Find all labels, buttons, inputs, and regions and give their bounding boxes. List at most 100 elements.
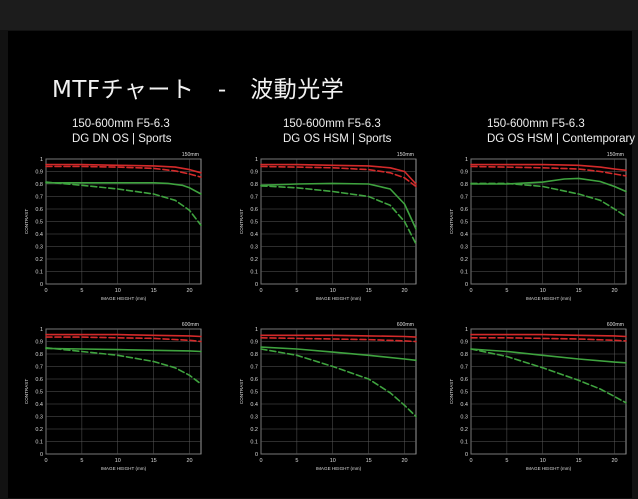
y-tick-label: 0.5 [35, 390, 43, 396]
y-tick-label: 0.3 [250, 245, 258, 251]
mtf-chart-dgos-sports-150mm: 00.10.20.30.40.50.60.70.80.910 5 10 15 20IMA… [239, 152, 417, 301]
y-tick-label: 0 [255, 452, 258, 458]
mtf-chart-dgos-contemporary-150mm: 00.10.20.30.40.50.60.70.80.910 5 10 15 20IMA… [449, 152, 627, 301]
mtf-chart-dgdn-sports-600mm: 00.10.20.30.40.50.60.70.80.910 5 10 15 20IMA… [24, 322, 202, 471]
mtf-curve-3 [470, 348, 627, 364]
mtf-curve-4 [45, 181, 202, 227]
focal-length-label: 150mm [397, 152, 414, 158]
mtf-curve-2 [470, 165, 627, 177]
y-tick-label: 0.2 [460, 427, 468, 433]
x-tick-label: 20 [186, 458, 192, 464]
lens-title-3: 150-600mm F5-6.3 DG OS HSM | Contemporar… [487, 117, 635, 147]
y-tick-label: 0.9 [35, 170, 43, 176]
mtf-curve-2 [45, 336, 202, 343]
x-tick-label: 20 [611, 288, 617, 294]
y-tick-label: 0.9 [460, 170, 468, 176]
x-tick-label: 15 [151, 288, 157, 294]
mtf-chart-dgos-sports-600mm: 00.10.20.30.40.50.60.70.80.910 5 10 15 20IMA… [239, 322, 417, 471]
y-tick-label: 1 [255, 327, 258, 333]
x-tick-label: 20 [401, 288, 407, 294]
x-tick-label: 0 [44, 458, 47, 464]
x-tick-label: 5 [295, 458, 298, 464]
y-tick-label: 0.5 [250, 220, 258, 226]
y-tick-label: 0.9 [35, 340, 43, 346]
mtf-curve-2 [470, 336, 627, 342]
y-axis-label: CONTRAST [24, 209, 29, 234]
lens-title-2: 150-600mm F5-6.3 DG OS HSM | Sports [283, 117, 391, 147]
y-axis-label: CONTRAST [449, 209, 454, 234]
y-tick-label: 0.1 [250, 440, 258, 446]
x-tick-label: 5 [505, 458, 508, 464]
y-tick-label: 0.5 [460, 220, 468, 226]
y-tick-label: 0.4 [35, 232, 43, 238]
y-tick-label: 0.2 [250, 257, 258, 263]
y-tick-label: 0.1 [460, 270, 468, 276]
y-tick-label: 0.3 [250, 415, 258, 421]
y-tick-label: 0.4 [35, 402, 43, 408]
mtf-curve-1 [260, 334, 417, 338]
y-tick-label: 0.8 [35, 182, 43, 188]
y-tick-label: 0.4 [250, 402, 258, 408]
x-tick-label: 0 [259, 288, 262, 294]
x-tick-label: 15 [576, 288, 582, 294]
mtf-curve-3 [45, 347, 202, 353]
x-axis-label: IMAGE HEIGHT (mm) [101, 296, 147, 301]
top-bar [0, 0, 638, 30]
x-tick-label: 0 [44, 288, 47, 294]
y-tick-label: 1 [40, 327, 43, 333]
mtf-curve-1 [45, 333, 202, 338]
mtf-curve-3 [260, 182, 417, 230]
mtf-curve-2 [260, 336, 417, 343]
lens-title-2-model: 150-600mm F5-6.3 [283, 118, 381, 130]
y-tick-label: 0.4 [250, 232, 258, 238]
y-tick-label: 0.8 [35, 352, 43, 358]
y-tick-label: 0 [40, 452, 43, 458]
y-tick-label: 0.9 [250, 340, 258, 346]
y-tick-label: 0.2 [460, 257, 468, 263]
lens-title-1-model: 150-600mm F5-6.3 [72, 118, 170, 130]
x-tick-label: 5 [295, 288, 298, 294]
focal-length-label: 150mm [182, 152, 199, 158]
y-tick-label: 0.5 [35, 220, 43, 226]
y-tick-label: 0.6 [35, 377, 43, 383]
y-tick-label: 0 [255, 282, 258, 288]
y-tick-label: 0.4 [460, 232, 468, 238]
y-tick-label: 0.7 [460, 365, 468, 371]
y-tick-label: 0.1 [35, 270, 43, 276]
y-tick-label: 0.1 [250, 270, 258, 276]
x-tick-label: 20 [401, 458, 407, 464]
x-tick-label: 10 [540, 458, 546, 464]
mtf-curve-2 [260, 165, 417, 188]
x-axis-label: IMAGE HEIGHT (mm) [526, 466, 572, 471]
y-tick-label: 0.2 [250, 427, 258, 433]
x-axis-label: IMAGE HEIGHT (mm) [101, 466, 147, 471]
mtf-curve-3 [260, 346, 417, 362]
x-tick-label: 10 [330, 288, 336, 294]
x-tick-label: 5 [80, 458, 83, 464]
y-tick-label: 0.5 [250, 390, 258, 396]
focal-length-label: 150mm [607, 152, 624, 158]
y-tick-label: 0.7 [250, 195, 258, 201]
y-tick-label: 0.8 [460, 182, 468, 188]
x-axis-label: IMAGE HEIGHT (mm) [526, 296, 572, 301]
y-axis-label: CONTRAST [449, 379, 454, 404]
lens-title-1-series: DG DN OS | Sports [72, 133, 172, 145]
y-tick-label: 0.9 [250, 170, 258, 176]
y-tick-label: 1 [465, 157, 468, 163]
y-tick-label: 1 [255, 157, 258, 163]
x-tick-label: 5 [505, 288, 508, 294]
mtf-curve-4 [260, 185, 417, 245]
y-axis-label: CONTRAST [239, 209, 244, 234]
y-tick-label: 0.6 [250, 207, 258, 213]
x-tick-label: 0 [259, 458, 262, 464]
y-tick-label: 0.2 [35, 257, 43, 263]
mtf-curve-3 [45, 181, 202, 195]
y-tick-label: 0.6 [35, 207, 43, 213]
y-tick-label: 0.7 [35, 195, 43, 201]
x-tick-label: 10 [115, 288, 121, 294]
y-tick-label: 0.9 [460, 340, 468, 346]
mtf-curve-1 [470, 333, 627, 338]
y-tick-label: 0.3 [460, 415, 468, 421]
lens-title-3-model: 150-600mm F5-6.3 [487, 118, 585, 130]
mtf-curve-4 [260, 348, 417, 418]
